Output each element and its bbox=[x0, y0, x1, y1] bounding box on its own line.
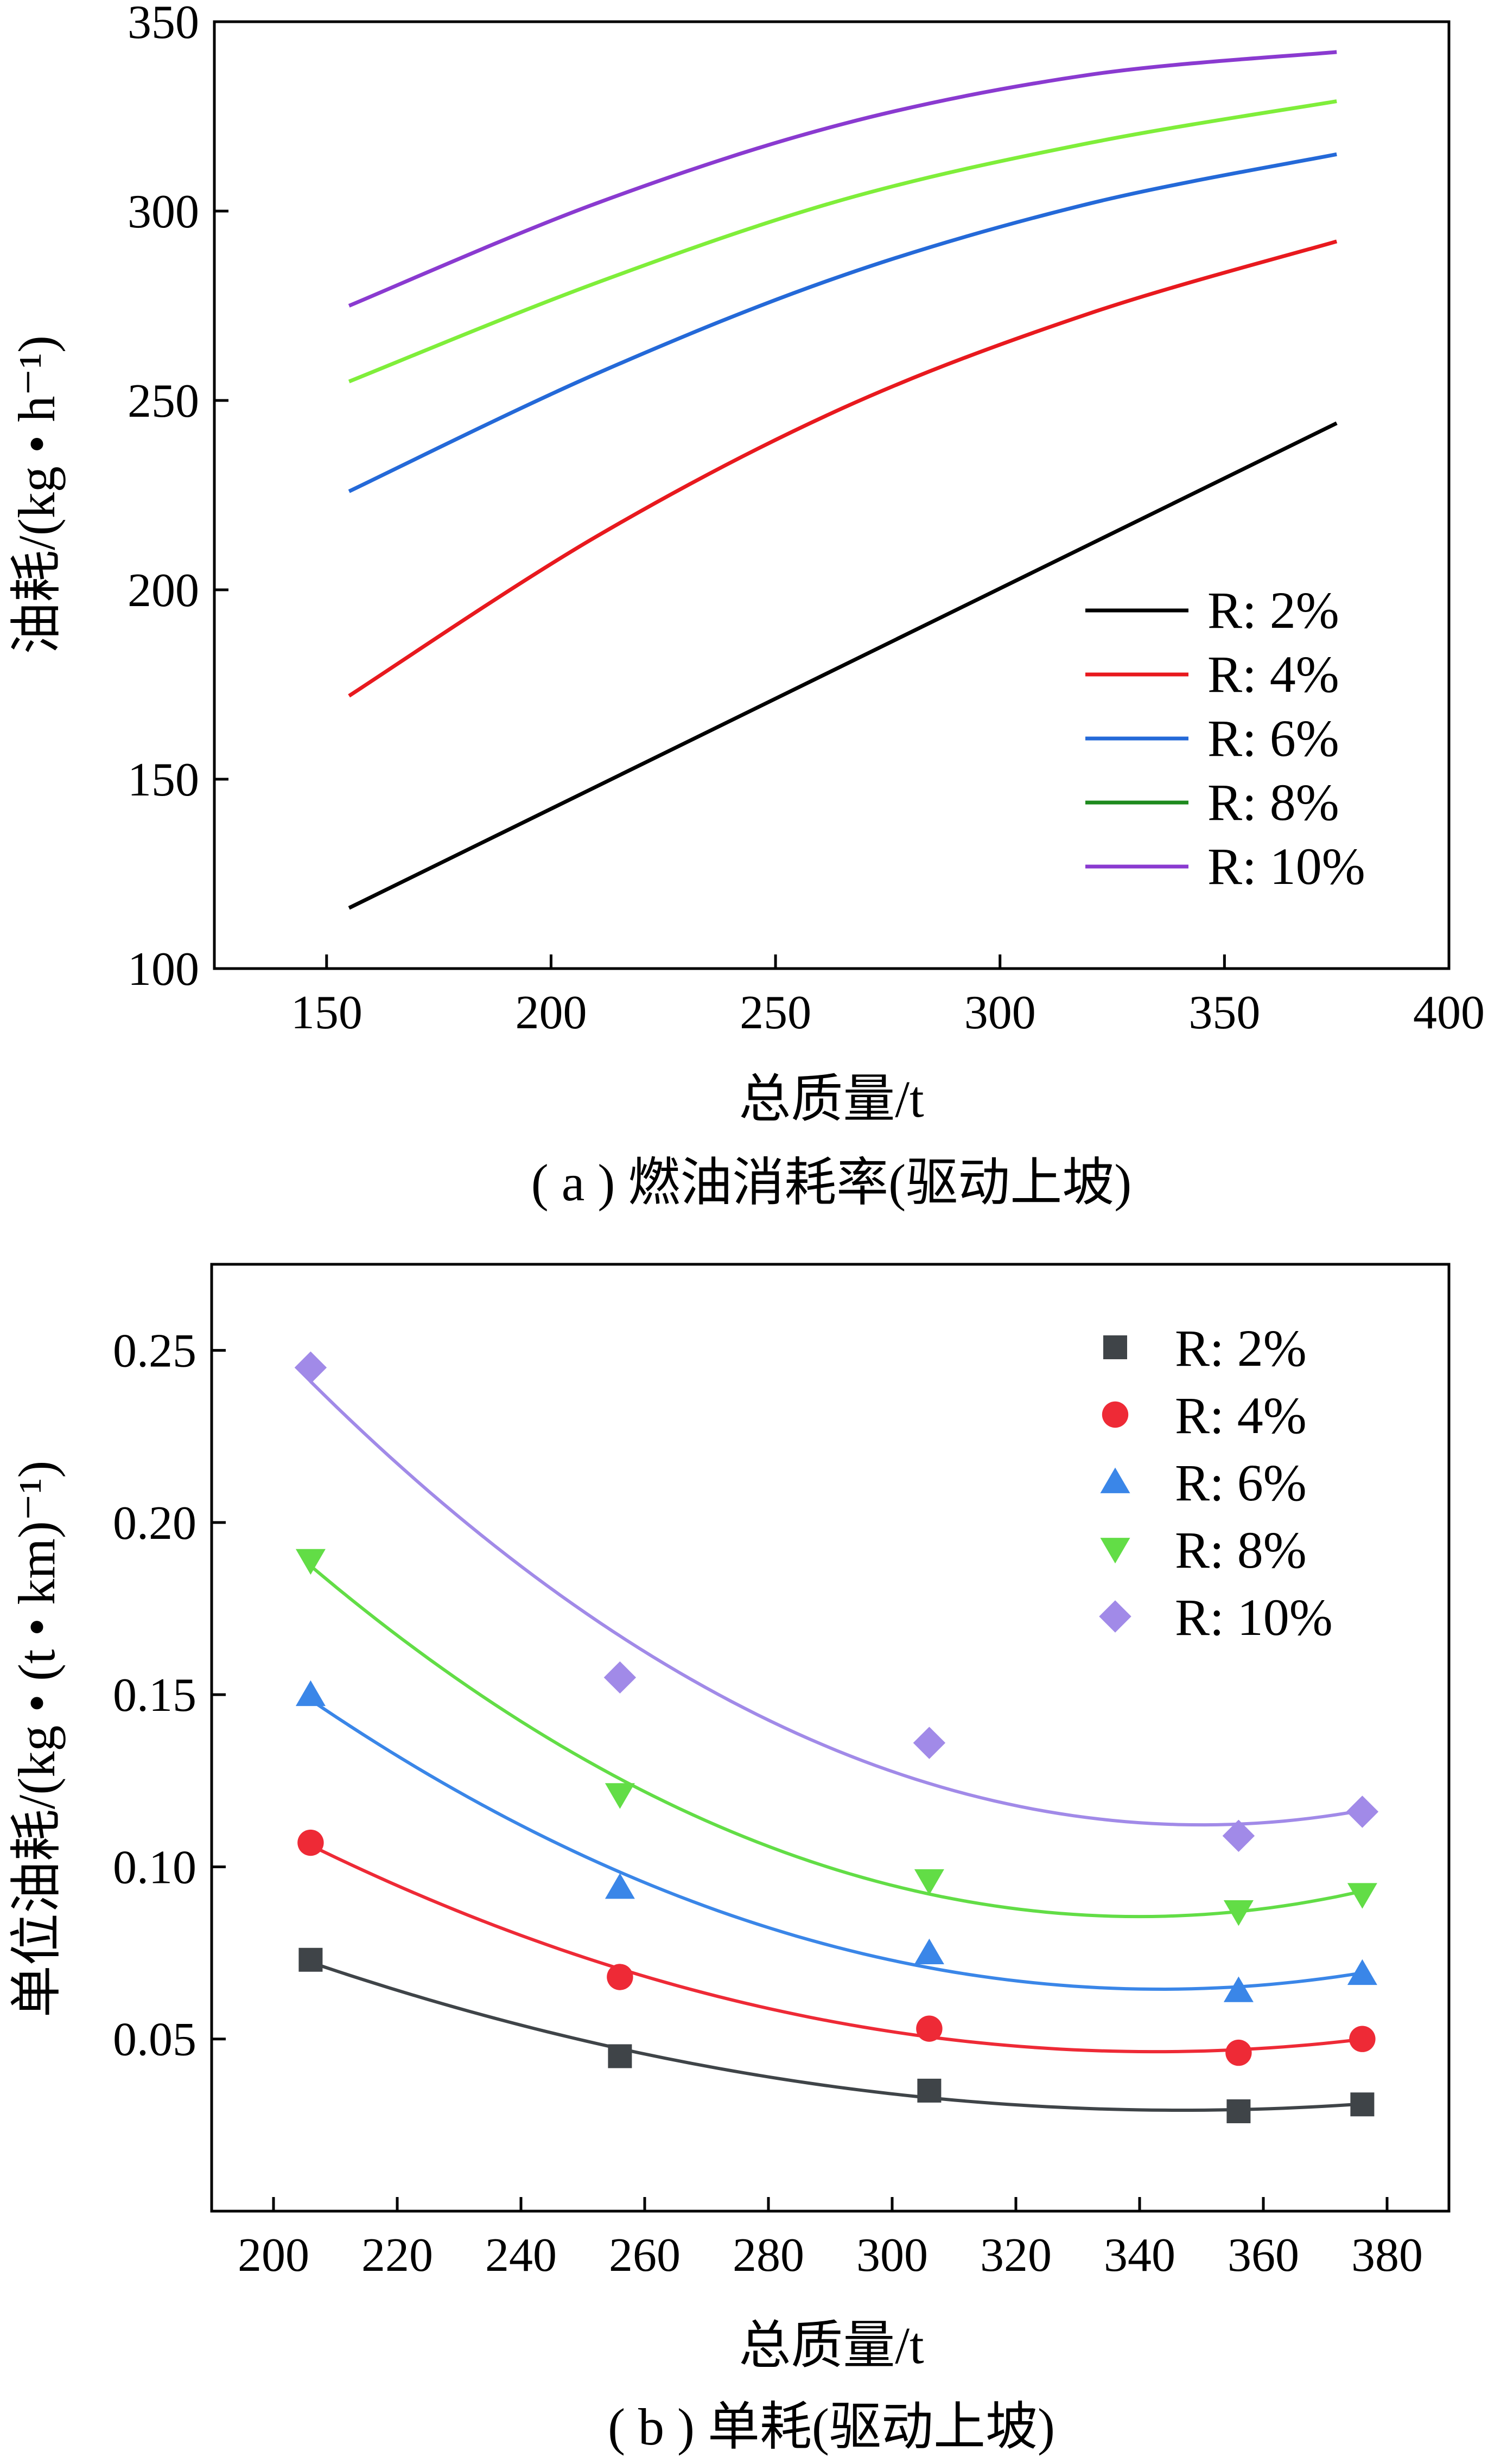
chart-b-point-5-1 bbox=[294, 1351, 327, 1384]
chart-a-y-tick-label: 300 bbox=[128, 186, 199, 238]
chart-b-point-4-5 bbox=[1347, 1883, 1377, 1909]
chart-b-legend-marker-5 bbox=[1099, 1600, 1131, 1633]
chart-b-x-ticks: 200 220 240 260 280 300 320 340 360 380 bbox=[238, 2197, 1423, 2282]
chart-b-point-1-4 bbox=[1226, 2099, 1251, 2123]
chart-a-y-tick-label: 200 bbox=[128, 564, 199, 617]
chart-b-point-4-1 bbox=[295, 1549, 326, 1575]
chart-a-x-tick-label: 300 bbox=[964, 986, 1036, 1039]
chart-b-point-1-5 bbox=[1350, 2092, 1375, 2117]
chart-b-fit-curve-2 bbox=[310, 1844, 1363, 2054]
chart-b-x-tick-label: 380 bbox=[1351, 2229, 1423, 2282]
chart-b-y-ticks: 0.05 0.10 0.15 0.20 0.25 bbox=[113, 1325, 226, 2066]
chart-a-legend-label-5: R: 10% bbox=[1207, 837, 1365, 895]
chart-b-x-tick-label: 240 bbox=[485, 2229, 557, 2282]
chart-b-fit-curve-1 bbox=[310, 1960, 1363, 2112]
chart-a-y-tick-label: 150 bbox=[128, 754, 199, 806]
chart-b-point-2-5 bbox=[1349, 2026, 1376, 2052]
chart-b-legend-label-3: R: 6% bbox=[1175, 1454, 1307, 1512]
chart-b-point-4-3 bbox=[914, 1869, 944, 1895]
chart-b-legend-label-4: R: 8% bbox=[1175, 1521, 1307, 1579]
chart-b-x-tick-label: 200 bbox=[238, 2229, 309, 2282]
chart-a-y-tick-label: 350 bbox=[128, 0, 199, 49]
chart-b-legend-label-5: R: 10% bbox=[1175, 1588, 1333, 1646]
chart-b-point-3-5 bbox=[1347, 1959, 1377, 1985]
chart-b-legend: R: 2% R: 4% R: 6% R: 8% R: 10% bbox=[1099, 1319, 1333, 1646]
chart-b-x-tick-label: 320 bbox=[980, 2229, 1052, 2282]
chart-b-y-tick-label: 0.15 bbox=[113, 1669, 196, 1722]
chart-b-point-4-2 bbox=[605, 1783, 635, 1809]
chart-b-point-2-2 bbox=[607, 1964, 633, 1990]
chart-a-legend-label-2: R: 4% bbox=[1207, 645, 1339, 703]
chart-b-point-3-4 bbox=[1223, 1976, 1254, 2002]
chart-b-point-5-4 bbox=[1222, 1819, 1255, 1852]
chart-b-y-tick-label: 0.20 bbox=[113, 1497, 196, 1550]
chart-a-x-tick-label: 350 bbox=[1188, 986, 1260, 1039]
chart-b-point-5-5 bbox=[1346, 1796, 1379, 1828]
chart-b-fit-curve-5 bbox=[309, 1380, 1363, 1827]
chart-a-x-tick-label: 250 bbox=[740, 986, 811, 1039]
chart-b-x-tick-label: 340 bbox=[1104, 2229, 1175, 2282]
chart-a-series bbox=[348, 50, 1338, 910]
chart-b-fit-curve-4 bbox=[309, 1564, 1363, 1919]
chart-b-legend-marker-2 bbox=[1102, 1401, 1129, 1428]
chart-a-x-axis-label: 总质量/t bbox=[739, 1070, 924, 1128]
chart-b-point-4-4 bbox=[1223, 1900, 1254, 1926]
chart-a-legend-label-1: R: 2% bbox=[1207, 581, 1339, 639]
chart-b-y-axis-label: 单位油耗/(kg • (t • km)⁻¹) bbox=[8, 1461, 66, 2018]
chart-a-x-ticks: 150 200 250 300 350 400 bbox=[291, 954, 1485, 1039]
chart-b-legend-marker-4 bbox=[1100, 1538, 1130, 1564]
chart-a-series-line-3 bbox=[348, 152, 1337, 493]
chart-a-plot-frame bbox=[213, 20, 1451, 970]
chart-b-point-1-1 bbox=[298, 1947, 323, 1972]
chart-b-x-axis-label: 总质量/t bbox=[739, 2316, 924, 2374]
chart-a-legend-label-3: R: 6% bbox=[1207, 709, 1339, 767]
chart-a-x-tick-label: 150 bbox=[291, 986, 363, 1039]
chart-b-point-5-2 bbox=[603, 1661, 637, 1694]
chart-a-legend-label-4: R: 8% bbox=[1207, 773, 1339, 831]
chart-a-series-line-1 bbox=[348, 421, 1338, 910]
chart-b-point-1-2 bbox=[608, 2044, 632, 2068]
chart-b-point-2-1 bbox=[297, 1829, 324, 1856]
chart-a-x-tick-label: 400 bbox=[1413, 986, 1485, 1039]
chart-b-x-tick-label: 300 bbox=[856, 2229, 928, 2282]
chart-b-y-tick-label: 0.25 bbox=[113, 1325, 196, 1378]
chart-a-series-line-4 bbox=[348, 99, 1337, 384]
chart-b-point-3-2 bbox=[605, 1873, 635, 1899]
chart-b-point-3-1 bbox=[295, 1680, 326, 1707]
chart-b-x-tick-label: 280 bbox=[733, 2229, 804, 2282]
chart-b-series bbox=[294, 1351, 1379, 2123]
chart-a-y-axis-label: 油耗/(kg • h⁻¹) bbox=[8, 335, 66, 654]
chart-b-legend-label-2: R: 4% bbox=[1175, 1386, 1307, 1444]
chart-b-x-tick-label: 260 bbox=[609, 2229, 681, 2282]
chart-b-y-tick-label: 0.05 bbox=[113, 2014, 196, 2066]
chart-b-point-2-3 bbox=[916, 2015, 943, 2042]
chart-b-legend-marker-3 bbox=[1100, 1467, 1130, 1493]
chart-b-x-tick-label: 360 bbox=[1228, 2229, 1299, 2282]
chart-b-point-3-3 bbox=[914, 1938, 944, 1964]
chart-a-y-tick-label: 250 bbox=[128, 375, 199, 428]
chart-a: 100 150 200 250 300 350 150 200 250 300 350 400 R:… bbox=[8, 0, 1485, 1212]
chart-b-legend-label-1: R: 2% bbox=[1175, 1319, 1307, 1377]
chart-b-fit-curve-3 bbox=[309, 1698, 1363, 1991]
chart-a-x-tick-label: 200 bbox=[515, 986, 587, 1039]
chart-b-point-5-3 bbox=[913, 1727, 946, 1759]
chart-b-legend-marker-1 bbox=[1103, 1335, 1127, 1359]
chart-a-series-line-2 bbox=[348, 239, 1338, 698]
chart-a-series-line-5 bbox=[348, 50, 1337, 308]
chart-a-y-tick-label: 100 bbox=[128, 943, 199, 996]
chart-b-point-2-4 bbox=[1225, 2039, 1252, 2066]
chart-b: 0.05 0.10 0.15 0.20 0.25 200 220 240 260 280 300 3… bbox=[8, 1263, 1451, 2456]
chart-b-plot-frame bbox=[210, 1263, 1451, 2213]
chart-a-caption: ( a ) 燃油消耗率(驱动上坡) bbox=[531, 1154, 1131, 1212]
chart-a-y-ticks: 100 150 200 250 300 350 bbox=[128, 0, 228, 996]
chart-b-point-1-3 bbox=[917, 2078, 942, 2103]
chart-a-legend: R: 2% R: 4% R: 6% R: 8% R: 10% bbox=[1085, 581, 1365, 895]
chart-b-caption: ( b ) 单耗(驱动上坡) bbox=[608, 2398, 1055, 2456]
chart-b-x-tick-label: 220 bbox=[361, 2229, 433, 2282]
chart-b-y-tick-label: 0.10 bbox=[113, 1841, 196, 1894]
